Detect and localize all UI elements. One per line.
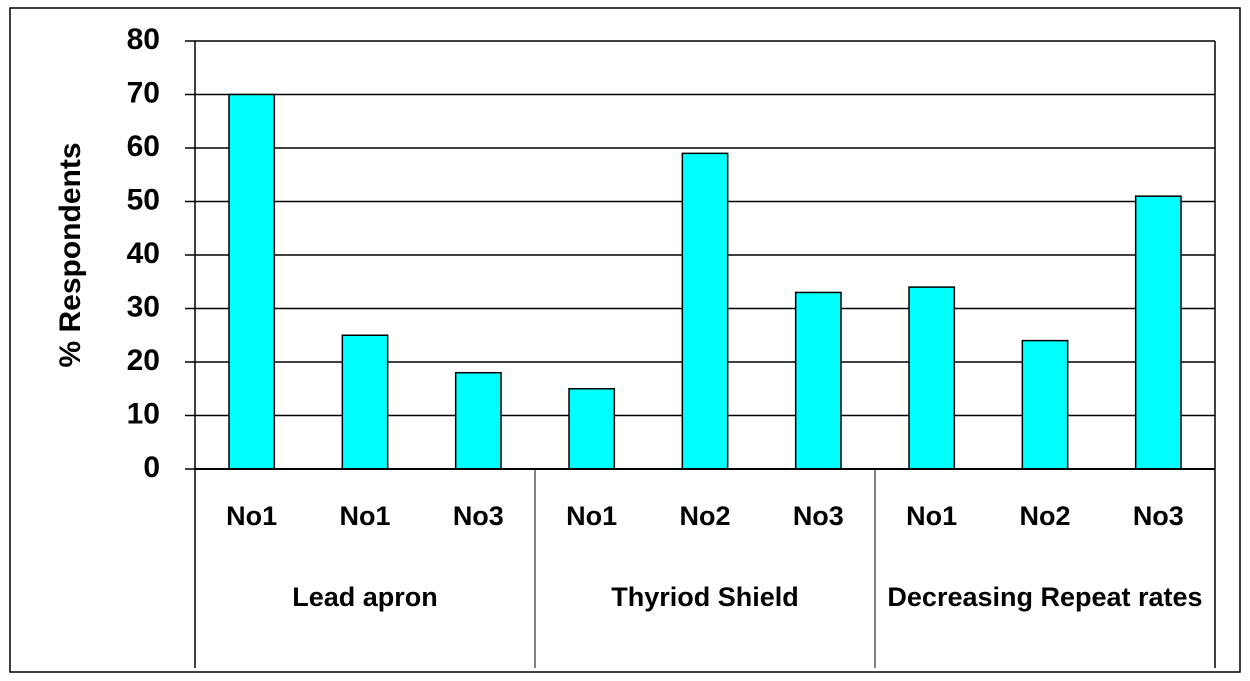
group-label: Thyriod Shield: [611, 582, 799, 612]
bar: [454, 371, 502, 470]
x-tick-label: No3: [453, 501, 504, 531]
x-tick-label: No1: [339, 501, 390, 531]
y-tick-label: 10: [127, 397, 160, 430]
bar: [681, 152, 729, 470]
frame: [9, 7, 1241, 673]
group-label: Decreasing Repeat rates: [887, 582, 1203, 612]
bar: [568, 388, 616, 470]
x-tick-label: No1: [906, 501, 957, 531]
x-tick-label: No3: [793, 501, 844, 531]
x-tick-label: No3: [1133, 501, 1184, 531]
bar: [1021, 339, 1069, 470]
y-tick-label: 30: [127, 290, 160, 323]
y-tick-label: 0: [143, 451, 160, 484]
y-tick-label: 60: [127, 130, 160, 163]
bar: [794, 291, 842, 470]
bar: [228, 93, 276, 470]
x-tick-label: No2: [679, 501, 730, 531]
y-tick-label: 80: [127, 23, 160, 56]
bar: [341, 334, 389, 470]
y-tick-label: 50: [127, 183, 160, 216]
x-tick-label: No1: [226, 501, 277, 531]
y-tick-label: 20: [127, 344, 160, 377]
bar: [1134, 195, 1182, 470]
y-tick-label: 70: [127, 76, 160, 109]
x-tick-label: No2: [1019, 501, 1070, 531]
x-tick-label: No1: [566, 501, 617, 531]
bar: [908, 286, 956, 470]
y-axis-label: % Respondents: [54, 142, 87, 367]
group-label: Lead apron: [292, 582, 438, 612]
y-tick-label: 40: [127, 237, 160, 270]
